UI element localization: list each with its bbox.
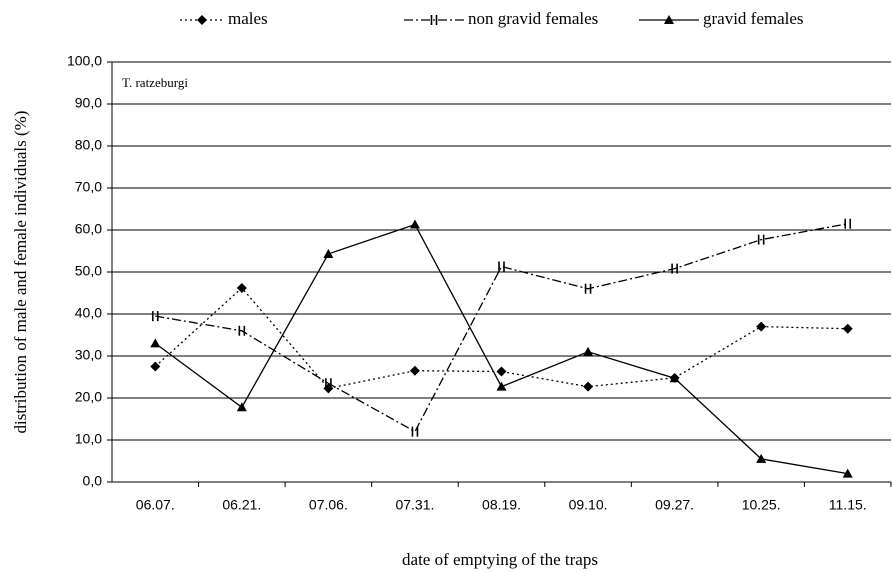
- marker-triangle: [236, 402, 247, 412]
- marker-diamond: [583, 381, 594, 392]
- marker-bars: [151, 311, 159, 322]
- marker-triangle: [669, 373, 680, 383]
- marker-diamond: [842, 323, 853, 334]
- y-tick-label: 100,0: [67, 53, 102, 69]
- y-tick-label: 0,0: [83, 473, 103, 489]
- marker-bars: [411, 426, 419, 437]
- x-tick-label: 09.10.: [569, 497, 608, 513]
- marker-diamond: [197, 15, 207, 25]
- x-tick-label: 08.19.: [482, 497, 521, 513]
- legend-label: non gravid females: [468, 9, 598, 28]
- x-tick-label: 09.27.: [655, 497, 694, 513]
- legend-label: males: [228, 9, 268, 28]
- marker-triangle: [756, 453, 767, 463]
- marker-bars: [238, 325, 246, 336]
- marker-triangle: [150, 338, 161, 348]
- marker-triangle: [664, 15, 674, 24]
- y-tick-label: 90,0: [75, 95, 102, 111]
- x-tick-label: 07.06.: [309, 497, 348, 513]
- x-axis-title: date of emptying of the traps: [402, 550, 598, 569]
- marker-triangle: [583, 346, 594, 356]
- y-tick-label: 10,0: [75, 431, 102, 447]
- legend-label: gravid females: [703, 9, 804, 28]
- y-tick-label: 60,0: [75, 221, 102, 237]
- marker-diamond: [236, 282, 247, 293]
- x-tick-label: 07.31.: [395, 497, 434, 513]
- y-tick-label: 20,0: [75, 389, 102, 405]
- x-tick-label: 06.21.: [222, 497, 261, 513]
- y-axis-title: distribution of male and female individu…: [11, 111, 30, 434]
- series-line: [154, 287, 848, 390]
- marker-bars: [844, 218, 852, 229]
- marker-bars: [325, 378, 332, 389]
- y-tick-label: 40,0: [75, 305, 102, 321]
- x-tick-label: 10.25.: [742, 497, 781, 513]
- y-tick-label: 70,0: [75, 179, 102, 195]
- marker-diamond: [496, 366, 507, 377]
- x-tick-label: 11.15.: [829, 497, 867, 513]
- marker-diamond: [409, 365, 420, 376]
- y-tick-label: 30,0: [75, 347, 102, 363]
- marker-triangle: [842, 468, 853, 478]
- marker-triangle: [323, 248, 334, 258]
- y-tick-label: 80,0: [75, 137, 102, 153]
- marker-bars: [430, 15, 438, 25]
- y-tick-label: 50,0: [75, 263, 102, 279]
- annotation: T. ratzeburgi: [122, 75, 188, 90]
- marker-triangle: [496, 381, 507, 391]
- series-line: [155, 223, 848, 433]
- marker-bars: [498, 261, 505, 272]
- series-line: [154, 223, 848, 475]
- marker-bars: [671, 263, 678, 274]
- marker-bars: [584, 283, 592, 294]
- marker-diamond: [150, 361, 161, 372]
- marker-diamond: [756, 321, 767, 332]
- marker-bars: [757, 234, 765, 245]
- x-tick-label: 06.07.: [136, 497, 175, 513]
- marker-triangle: [409, 219, 420, 229]
